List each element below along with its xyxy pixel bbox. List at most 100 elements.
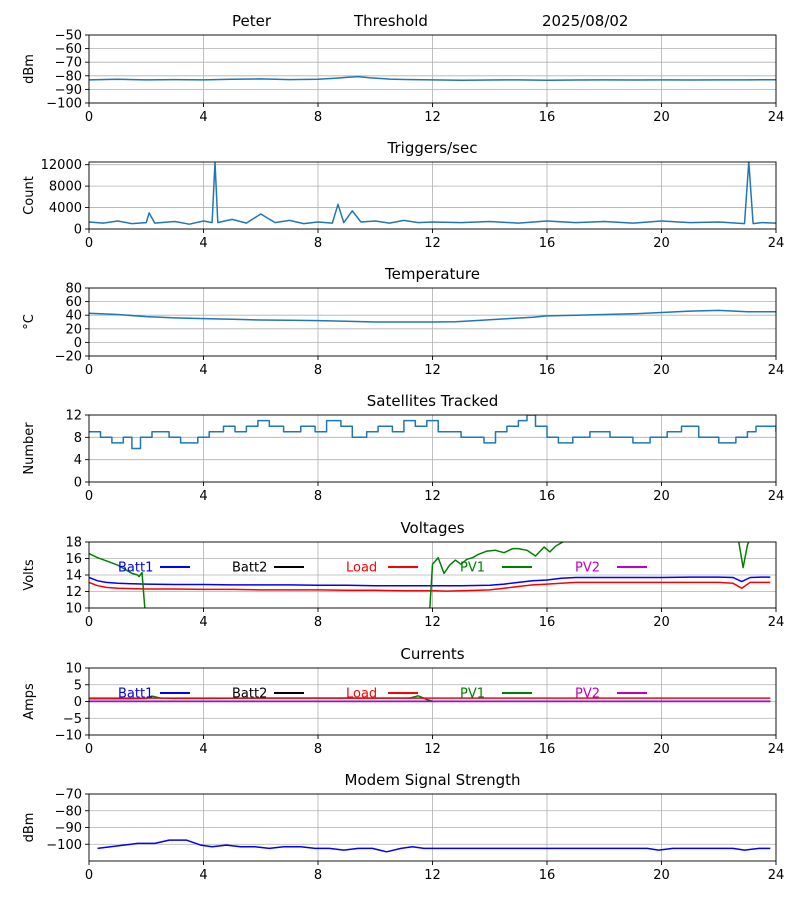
chart-title: Satellites Tracked <box>367 392 498 410</box>
legend-label: PV2 <box>575 561 600 576</box>
x-tick-label: 16 <box>539 742 556 757</box>
chart-panel-stack: 0 4 8 12 16 20 24−100−90−80−70−60−50dBm0 4 8 12 16… <box>0 0 800 900</box>
x-tick-label: 8 <box>314 363 322 378</box>
x-tick-label: 4 <box>199 489 207 504</box>
legend-label: Load <box>346 561 377 576</box>
y-tick-label: −20 <box>55 350 82 365</box>
legend-label: Batt2 <box>232 561 267 576</box>
y-tick-label: 12 <box>65 585 82 600</box>
y-axis-label: Volts <box>22 559 37 591</box>
y-tick-label: 12 <box>65 409 82 424</box>
x-tick-label: 16 <box>539 615 556 630</box>
legend-entry-load: Load <box>346 687 418 702</box>
y-tick-label: 5 <box>74 678 82 693</box>
legend-entry-pv2: PV2 <box>575 687 647 702</box>
x-tick-label: 12 <box>424 236 441 251</box>
x-tick-label: 24 <box>768 236 785 251</box>
x-tick-label: 20 <box>653 868 670 883</box>
y-tick-label: −80 <box>55 69 82 84</box>
series-line-load <box>89 582 770 591</box>
y-tick-label: 0 <box>74 476 82 491</box>
y-tick-label: −70 <box>55 56 82 71</box>
legend-entry-batt1: Batt1 <box>118 561 190 576</box>
x-tick-label: 12 <box>424 615 441 630</box>
x-tick-label: 8 <box>314 615 322 630</box>
x-tick-label: 4 <box>199 868 207 883</box>
x-tick-label: 8 <box>314 110 322 125</box>
x-tick-label: 4 <box>199 615 207 630</box>
y-tick-label: 10 <box>65 662 82 677</box>
y-tick-label: 18 <box>65 536 82 551</box>
y-tick-label: 8000 <box>49 180 82 195</box>
y-tick-label: 40 <box>65 309 82 324</box>
y-tick-label: −80 <box>55 804 82 819</box>
legend-entry-load: Load <box>346 561 418 576</box>
chart-title: Temperature <box>384 265 480 283</box>
chart-title: Modem Signal Strength <box>345 771 521 789</box>
y-tick-label: −10 <box>55 729 82 744</box>
x-tick-label: 4 <box>199 742 207 757</box>
y-tick-label: −90 <box>55 83 82 98</box>
y-tick-label: −60 <box>55 42 82 57</box>
y-tick-label: 10 <box>65 602 82 617</box>
y-tick-label: 0 <box>74 336 82 351</box>
x-tick-label: 16 <box>539 110 556 125</box>
x-tick-label: 20 <box>653 742 670 757</box>
legend-label: PV2 <box>575 687 600 702</box>
y-tick-label: −100 <box>46 97 82 112</box>
y-axis-label: Count <box>22 176 37 215</box>
legend-label: Load <box>346 687 377 702</box>
x-tick-label: 16 <box>539 236 556 251</box>
y-tick-label: 4 <box>74 453 82 468</box>
x-tick-label: 20 <box>653 236 670 251</box>
x-tick-label: 24 <box>768 363 785 378</box>
x-tick-label: 24 <box>768 868 785 883</box>
legend-label: Batt2 <box>232 687 267 702</box>
x-tick-label: 24 <box>768 615 785 630</box>
chart-temperature: 0 4 8 12 16 20 24−20020406080Temperature°C <box>22 265 784 378</box>
x-tick-label: 0 <box>85 236 93 251</box>
y-tick-label: 4000 <box>49 201 82 216</box>
chart-title: Voltages <box>400 519 464 537</box>
x-tick-label: 12 <box>424 363 441 378</box>
legend-label: Batt1 <box>118 687 153 702</box>
y-tick-label: −100 <box>46 838 82 853</box>
series-line-modem <box>98 840 771 852</box>
legend-entry-batt2: Batt2 <box>232 687 304 702</box>
legend-label: PV1 <box>460 687 485 702</box>
legend-entry-pv1: PV1 <box>460 561 532 576</box>
chart-currents: 0 4 8 12 16 20 24−10−50510CurrentsAmps Batt1 Bat… <box>22 645 784 757</box>
x-tick-label: 24 <box>768 742 785 757</box>
y-axis-label: °C <box>22 314 37 330</box>
y-tick-label: −5 <box>63 712 82 727</box>
chart-satellites: 0 4 8 12 16 20 2404812Satellites TrackedNumber <box>22 392 784 504</box>
x-tick-label: 0 <box>85 110 93 125</box>
x-tick-label: 8 <box>314 742 322 757</box>
x-tick-label: 0 <box>85 363 93 378</box>
y-tick-label: −50 <box>55 29 82 44</box>
y-axis-label: Amps <box>22 683 37 720</box>
x-tick-label: 0 <box>85 742 93 757</box>
y-tick-label: 16 <box>65 552 82 567</box>
legend-entry-pv1: PV1 <box>460 687 532 702</box>
y-tick-label: 0 <box>74 223 82 238</box>
y-tick-label: 0 <box>74 695 82 710</box>
x-tick-label: 16 <box>539 489 556 504</box>
chart-triggers: 0 4 8 12 16 20 24 0 4000 8000 12000 Triggers/sec Cou… <box>22 139 784 251</box>
y-tick-label: 60 <box>65 295 82 310</box>
legend-entry-batt2: Batt2 <box>232 561 304 576</box>
x-tick-label: 24 <box>768 110 785 125</box>
y-tick-label: 14 <box>65 569 82 584</box>
y-axis-label: dBm <box>22 54 37 84</box>
x-tick-label: 12 <box>424 868 441 883</box>
chart-title: Triggers/sec <box>387 139 478 157</box>
chart-title: Currents <box>400 645 464 663</box>
x-tick-label: 20 <box>653 110 670 125</box>
chart-threshold: 0 4 8 12 16 20 24−100−90−80−70−60−50dBm <box>22 29 784 126</box>
y-tick-label: 12000 <box>41 158 82 173</box>
y-tick-label: 20 <box>65 322 82 337</box>
y-axis-label: Number <box>22 422 37 475</box>
legend-label: PV1 <box>460 561 485 576</box>
chart-modem: 0 4 8 12 16 20 24−100−90−80−70Modem Signal Str… <box>22 771 784 883</box>
